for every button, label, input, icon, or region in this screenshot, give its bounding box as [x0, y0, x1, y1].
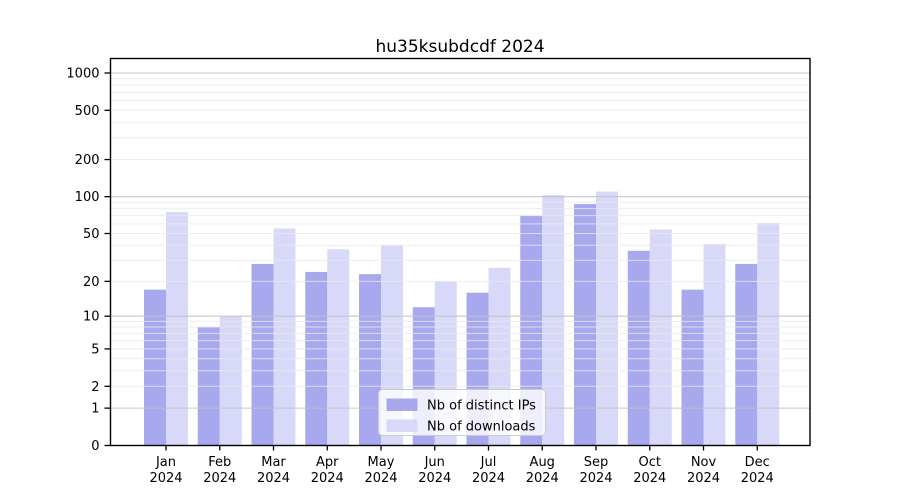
tick-labels-layer: 01251020501002005001000Jan2024Feb2024Mar…	[66, 67, 773, 487]
bar-nb-of-downloads-feb	[219, 316, 242, 446]
x-tick-label-month-oct: Oct	[639, 455, 661, 470]
bar-nb-of-downloads-dec	[757, 222, 780, 446]
legend-swatch-downloads	[386, 419, 418, 432]
y-tick-label-0: 0	[91, 439, 99, 454]
x-tick-label-month-aug: Aug	[530, 455, 555, 470]
legend-label-downloads: Nb of downloads	[427, 420, 536, 435]
y-tick-label-50: 50	[83, 227, 100, 242]
gridlines-layer	[110, 72, 810, 409]
x-tick-label-month-sep: Sep	[584, 455, 609, 470]
bar-nb-of-downloads-mar	[273, 228, 296, 446]
plot-frame	[109, 57, 811, 447]
bar-nb-of-distinct-ips-aug	[520, 215, 543, 446]
x-tick-label-year-dec: 2024	[741, 471, 774, 486]
bar-nb-of-distinct-ips-nov	[681, 289, 704, 446]
x-tick-label-month-feb: Feb	[208, 455, 231, 470]
x-tick-label-year-oct: 2024	[633, 471, 666, 486]
y-tick-label-2: 2	[91, 380, 99, 395]
bar-nb-of-distinct-ips-may	[359, 274, 381, 446]
axes-layer	[104, 57, 811, 451]
y-tick-label-200: 200	[75, 153, 100, 168]
y-tick-label-5: 5	[91, 342, 99, 357]
x-tick-label-month-apr: Apr	[316, 455, 339, 470]
x-tick-label-month-jun: Jun	[424, 455, 445, 470]
x-tick-label-month-nov: Nov	[691, 455, 717, 470]
y-tick-label-500: 500	[75, 104, 100, 119]
legend-swatch-distinct-ips	[386, 398, 418, 411]
bar-nb-of-distinct-ips-mar	[251, 263, 274, 446]
bar-nb-of-distinct-ips-sep	[574, 204, 596, 446]
bar-nb-of-downloads-jan	[166, 211, 188, 446]
x-tick-label-year-nov: 2024	[687, 471, 720, 486]
y-tick-label-1000: 1000	[66, 67, 99, 82]
y-tick-label-1: 1	[91, 402, 99, 417]
bar-nb-of-downloads-aug	[542, 195, 565, 446]
x-tick-label-month-dec: Dec	[745, 455, 770, 470]
legend-label-distinct-ips: Nb of distinct IPs	[427, 399, 536, 414]
x-tick-label-month-jan: Jan	[155, 455, 176, 470]
bar-nb-of-distinct-ips-oct	[627, 250, 650, 446]
x-tick-label-month-may: May	[368, 455, 395, 470]
x-tick-label-year-may: 2024	[364, 471, 397, 486]
chart-title: hu35ksubdcdf 2024	[375, 37, 544, 57]
bar-nb-of-downloads-sep	[596, 191, 618, 446]
x-tick-label-year-feb: 2024	[203, 471, 236, 486]
x-tick-label-month-mar: Mar	[261, 455, 286, 470]
bar-nb-of-downloads-nov	[703, 243, 726, 446]
x-tick-label-year-jan: 2024	[149, 471, 182, 486]
bar-nb-of-distinct-ips-jan	[144, 289, 166, 446]
y-tick-label-10: 10	[83, 310, 100, 325]
bar-nb-of-downloads-oct	[649, 229, 672, 446]
x-tick-label-year-mar: 2024	[257, 471, 290, 486]
bar-nb-of-downloads-apr	[327, 249, 350, 446]
x-tick-label-year-jun: 2024	[418, 471, 451, 486]
x-tick-label-month-jul: Jul	[480, 455, 497, 470]
y-tick-label-100: 100	[75, 190, 100, 205]
x-tick-label-year-sep: 2024	[579, 471, 612, 486]
y-tick-label-20: 20	[83, 275, 100, 290]
x-tick-label-year-aug: 2024	[526, 471, 559, 486]
legend-box	[378, 389, 546, 436]
bar-nb-of-distinct-ips-dec	[735, 263, 758, 446]
x-tick-label-year-jul: 2024	[472, 471, 505, 486]
legend: Nb of distinct IPs Nb of downloads	[378, 389, 546, 436]
x-tick-label-year-apr: 2024	[311, 471, 344, 486]
